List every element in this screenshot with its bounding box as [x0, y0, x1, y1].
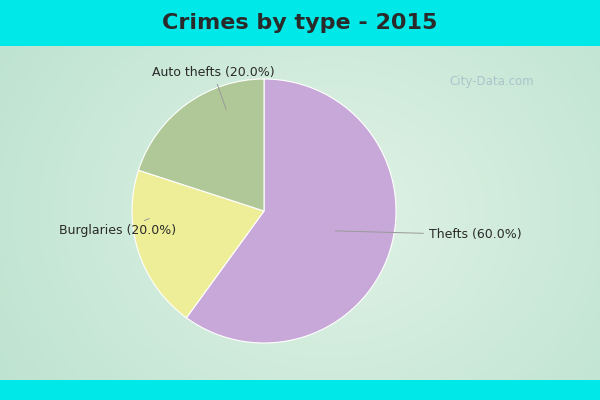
Text: Thefts (60.0%): Thefts (60.0%) — [335, 228, 521, 241]
Wedge shape — [187, 79, 396, 343]
Text: City-Data.com: City-Data.com — [449, 76, 535, 88]
Text: Burglaries (20.0%): Burglaries (20.0%) — [59, 219, 176, 237]
Text: Crimes by type - 2015: Crimes by type - 2015 — [163, 13, 437, 33]
Text: Auto thefts (20.0%): Auto thefts (20.0%) — [152, 66, 274, 109]
Wedge shape — [139, 79, 264, 211]
Wedge shape — [132, 170, 264, 318]
